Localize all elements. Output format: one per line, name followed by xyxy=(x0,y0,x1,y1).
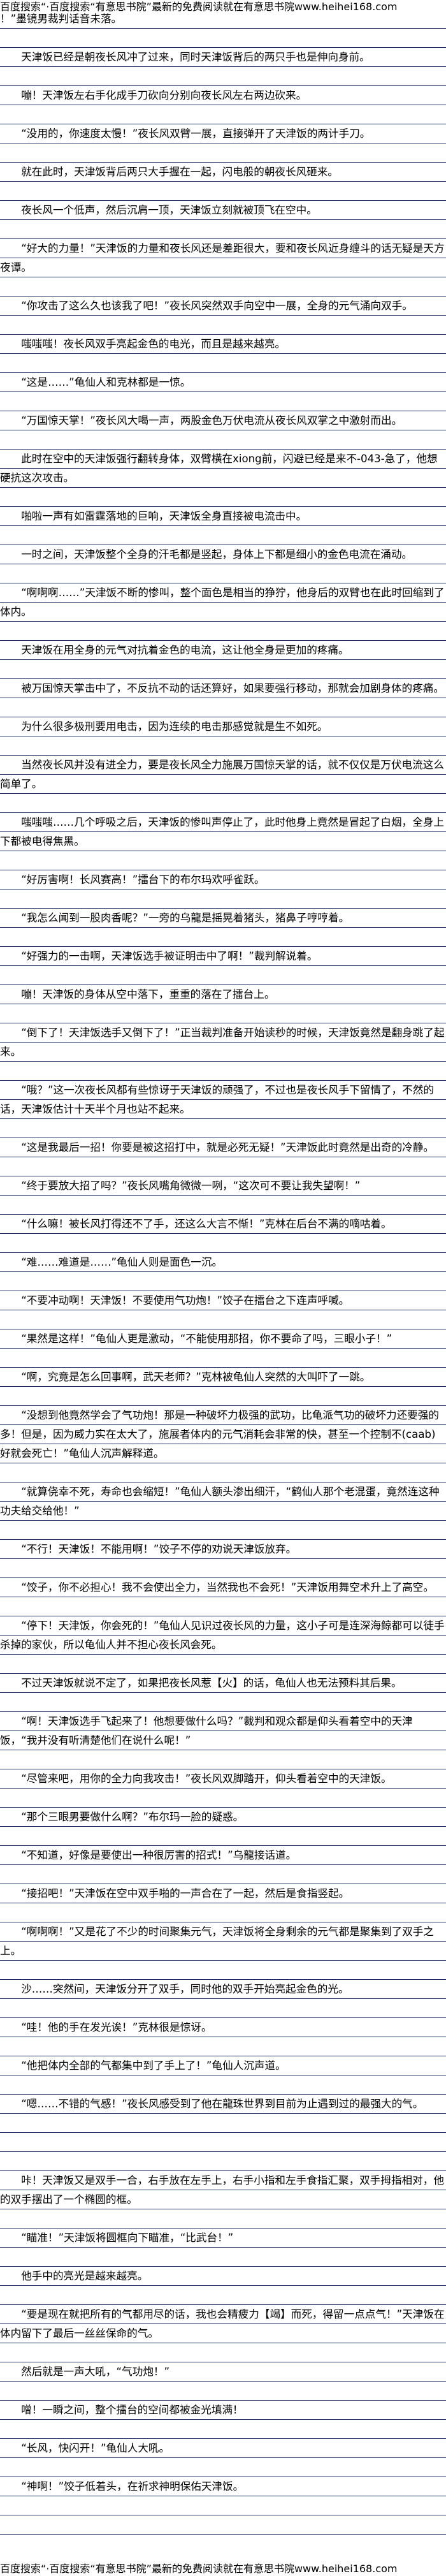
story-paragraph: 然后就是一声大吼，“气功炮！” xyxy=(21,2366,170,2378)
story-paragraph: “啊！天津饭选手飞起来了！他想要做什么吗？”裁判和观众都是仰头看着空中的天津饭，… xyxy=(0,1715,413,1746)
story-paragraph: 当然夜长风并没有进全力，要是夜长风全力施展万国惊天掌的话，就不仅仅是万伏电流这么… xyxy=(0,759,444,790)
story-paragraph: “好强力的一击啊，天津饭选手被证明击中了啊！”裁判解说着。 xyxy=(21,950,318,962)
story-paragraph: 夜长风一个低声，然后沉肩一顶，天津饭立刻就被顶飞在空中。 xyxy=(21,204,317,216)
story-paragraph: “好大的力量！”天津饭的力量和夜长风还是差距很大，要和夜长风近身缠斗的话无疑是天… xyxy=(0,242,445,274)
story-paragraph: “瞄准！”天津饭将圆框向下瞄准，“比武台！” xyxy=(21,2232,234,2244)
story-paragraph: 嗤嗤嗤……几个呼吸之后，天津饭的惨叫声停止了，此时他身上竟然是冒起了白烟，全身上… xyxy=(0,816,444,847)
story-paragraph: “啊，究竟是怎么回事啊，武天老师？”克林被龟仙人突然的大叫吓了一跳。 xyxy=(21,1371,371,1383)
story-paragraph: “没用的，你速度太慢！”夜长风双臂一展，直接弹开了天津饭的两计手刀。 xyxy=(21,128,371,140)
story-paragraph: “不行！天津饭！不能用啊！”饺子不停的劝说天津饭放弃。 xyxy=(21,1543,297,1555)
story-paragraph: 噌！一瞬之间，整个擂台的空间都被金光填满！ xyxy=(21,2404,243,2416)
story-paragraph: “停下！天津饭，你会死的！”龟仙人见识过夜长风的力量，这小子可是连深海鲸都可以徒… xyxy=(0,1620,445,1651)
story-paragraph: 嗤嗤嗤！夜长风双手亮起金色的电光，而且是越来越亮。 xyxy=(21,338,286,350)
story-paragraph: “长风，快闪开！”龟仙人大吼。 xyxy=(21,2442,170,2454)
story-paragraph: 天津饭已经是朝夜长风冲了过来，同时天津饭背后的两只手也是伸向身前。 xyxy=(21,51,370,63)
story-paragraph: 被万国惊天掌击中了，不反抗不动的话还算好，如果要强行移动，那就会加剧身体的疼痛。 xyxy=(21,682,444,694)
story-paragraph: “这是……”龟仙人和克林都是一惊。 xyxy=(21,376,191,388)
story-paragraph: “我怎么闻到一股肉香呢？”一旁的乌龍是摇晃着猪头，猪鼻子哼哼着。 xyxy=(21,912,350,924)
story-paragraph: “饺子，你不必担心！我不会使出全力，当然我也不会死！”天津饭用舞空术升上了高空。 xyxy=(21,1581,434,1593)
story-paragraph: “神啊！”饺子低着头，在祈求神明保佑天津饭。 xyxy=(21,2480,244,2492)
story-paragraph: “倒下了！天津饭选手又倒下了！”正当裁判准备开始读秒的时候，天津饭竟然是翻身跳了… xyxy=(0,1027,445,1058)
story-paragraph: ！”墨镜男裁判话音未落。 xyxy=(0,13,122,25)
bottom-site-banner: 百度搜索“·百度搜索“有意思书院”最新的免费阅读就在有意思书院www.heihe… xyxy=(0,2563,398,2575)
story-paragraph: 不过天津饭就说不定了，如果把夜长风惹【火】的话，龟仙人也无法预料其后果。 xyxy=(21,1677,402,1689)
story-paragraph: “不知道，好像是要使出一种很厉害的招式！”乌龍接话道。 xyxy=(21,1849,297,1861)
story-paragraph: “难……难道是……”龟仙人则是面色一沉。 xyxy=(21,1256,223,1268)
story-paragraph: “好厉害啊！长风赛高！”擂台下的布尔玛欢呼雀跃。 xyxy=(21,874,265,886)
story-paragraph: 此时在空中的天津饭强行翻转身体，双臂横在xiong前，闪避已经是来不-043-急… xyxy=(0,453,438,484)
story-paragraph: “尽管来吧，用你的全力向我攻击！”夜长风双脚踏开，仰头看着空中的天津饭。 xyxy=(21,1773,392,1785)
chapter-text: ！”墨镜男裁判话音未落。天津饭已经是朝夜长风冲了过来，同时天津饭背后的两只手也是… xyxy=(0,10,446,2535)
story-paragraph: 啪啦一声有如雷霆落地的巨响，天津饭全身直接被电流击中。 xyxy=(21,510,307,522)
story-paragraph: “没想到他竟然学会了气功炮！那是一种破坏力极强的武功，比龟派气功的破坏力还要强的… xyxy=(0,1409,439,1460)
story-paragraph: 嘣！天津饭的身体从空中落下，重重的落在了擂台上。 xyxy=(21,988,275,1000)
story-paragraph: 就在此时，天津饭背后两只大手握在一起，闪电般的朝夜长风砸来。 xyxy=(21,166,338,178)
story-paragraph: “终于要放大招了吗？”夜长风嘴角微微一咧，“这次可不要让我失望啊！” xyxy=(21,1180,361,1192)
story-paragraph: “哇！他的手在发光诶！”克林很是惊讶。 xyxy=(21,2021,212,2033)
story-paragraph: “什么嘛！被长风打得还不了手，还这么大言不惭！”克林在后台不满的嘀咕着。 xyxy=(21,1218,392,1230)
story-paragraph: “万国惊天掌！”夜长风大喝一声，两股金色万伏电流从夜长风双掌之中激射而出。 xyxy=(21,414,403,427)
story-paragraph: 咔！天津饭又是双手一合，右手放在左手上，右手小指和左手食指汇聚，双手拇指相对，他… xyxy=(0,2174,444,2206)
story-paragraph: “他把体内全部的气都集中到了手上了！”龟仙人沉声道。 xyxy=(21,2060,286,2072)
story-paragraph: “嗯……不错的气感！”夜长风感受到了他在龍珠世界到目前为止遇到过的最强大的气。 xyxy=(21,2098,424,2110)
story-paragraph: 为什么很多极刑要用电击，因为连续的电击那感觉就是生不如死。 xyxy=(21,721,328,733)
story-paragraph xyxy=(0,2133,446,2152)
story-paragraph: 他手中的亮光是越来越亮。 xyxy=(21,2270,148,2282)
story-paragraph: 沙……突然间，天津饭分开了双手，同时他的双手开始亮起金色的光。 xyxy=(21,1983,349,1995)
story-paragraph: “啊啊啊！”又是花了不少的时间聚集元气，天津饭将全身剩余的元气都是聚集到了双手之… xyxy=(0,1926,434,1957)
story-paragraph: “哦？”这一次夜长风都有些惊讶于天津饭的顽强了，不过也是夜长风手下留情了，不然的… xyxy=(0,1084,434,1115)
story-paragraph: “这是我最后一招！你要是被这招打中，就是必死无疑！”天津饭此时竟然是出奇的冷静。 xyxy=(21,1141,434,1153)
story-paragraph: 嘣！天津饭左右手化成手刀砍向分别向夜长风左右两边砍来。 xyxy=(21,89,307,101)
story-paragraph: “啊啊啊……”天津饭不断的惨叫，整个面色是相当的狰狞，他身后的双臂也在此时回缩到… xyxy=(0,587,445,618)
story-paragraph: “你攻击了这么久也该我了吧！”夜长风突然双手向空中一展，全身的元气涌向双手。 xyxy=(21,300,413,312)
story-paragraph: 天津饭在用全身的元气对抗着金色的电流，这让他全身是更加的疼痛。 xyxy=(21,644,349,656)
story-paragraph: “要是现在就把所有的气都用尽的话，我也会精疲力【竭】而死，得留一点点气！”天津饭… xyxy=(0,2308,445,2339)
story-paragraph: “那个三眼男要做什么啊？”布尔玛一脸的疑惑。 xyxy=(21,1811,244,1823)
story-paragraph: “果然是这样！”龟仙人更是激动，“不能使用那招，你不要命了吗，三眼小子！” xyxy=(21,1333,392,1345)
story-paragraph: “不要冲动啊！天津饭！不要使用气功炮！”饺子在擂台之下连声呼喊。 xyxy=(21,1294,350,1306)
story-paragraph: “就算侥幸不死，寿命也会缩短！”龟仙人额头渗出细汗，“鹤仙人那个老混蛋，竟然连这… xyxy=(0,1486,440,1517)
story-paragraph: “接招吧！”天津饭在空中双手啪的一声合在了一起，然后是食指竖起。 xyxy=(21,1887,350,1899)
story-paragraph: 一时之间，天津饭整个全身的汗毛都是竖起，身体上下都是细小的金色电流在涌动。 xyxy=(21,548,413,560)
